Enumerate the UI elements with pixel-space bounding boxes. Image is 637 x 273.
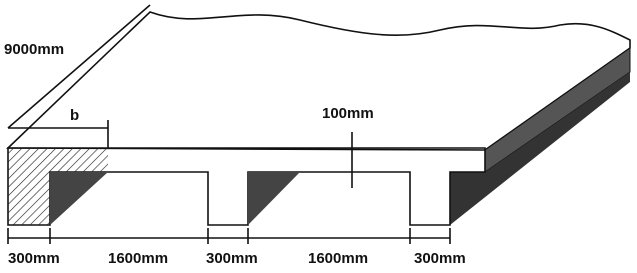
thickness-label: 100mm — [322, 105, 374, 122]
dimension-label: 1600mm — [108, 250, 168, 267]
length-label: 9000mm — [4, 41, 64, 58]
hatch-section — [8, 148, 108, 172]
extension-lines — [8, 228, 450, 244]
dimension-label: 300mm — [414, 250, 466, 267]
dimension-label: 300mm — [8, 250, 60, 267]
rib-shadow — [248, 172, 300, 225]
slab-side — [485, 48, 630, 172]
dimension-label: 300mm — [206, 250, 258, 267]
width-label: b — [70, 107, 79, 124]
hatch-rib — [8, 172, 50, 225]
dimension-label: 1600mm — [308, 250, 368, 267]
rib-shadow — [50, 172, 108, 225]
slab-diagram: 9000mm b 100mm 300mm 1600mm 300mm 1600mm… — [0, 0, 637, 273]
